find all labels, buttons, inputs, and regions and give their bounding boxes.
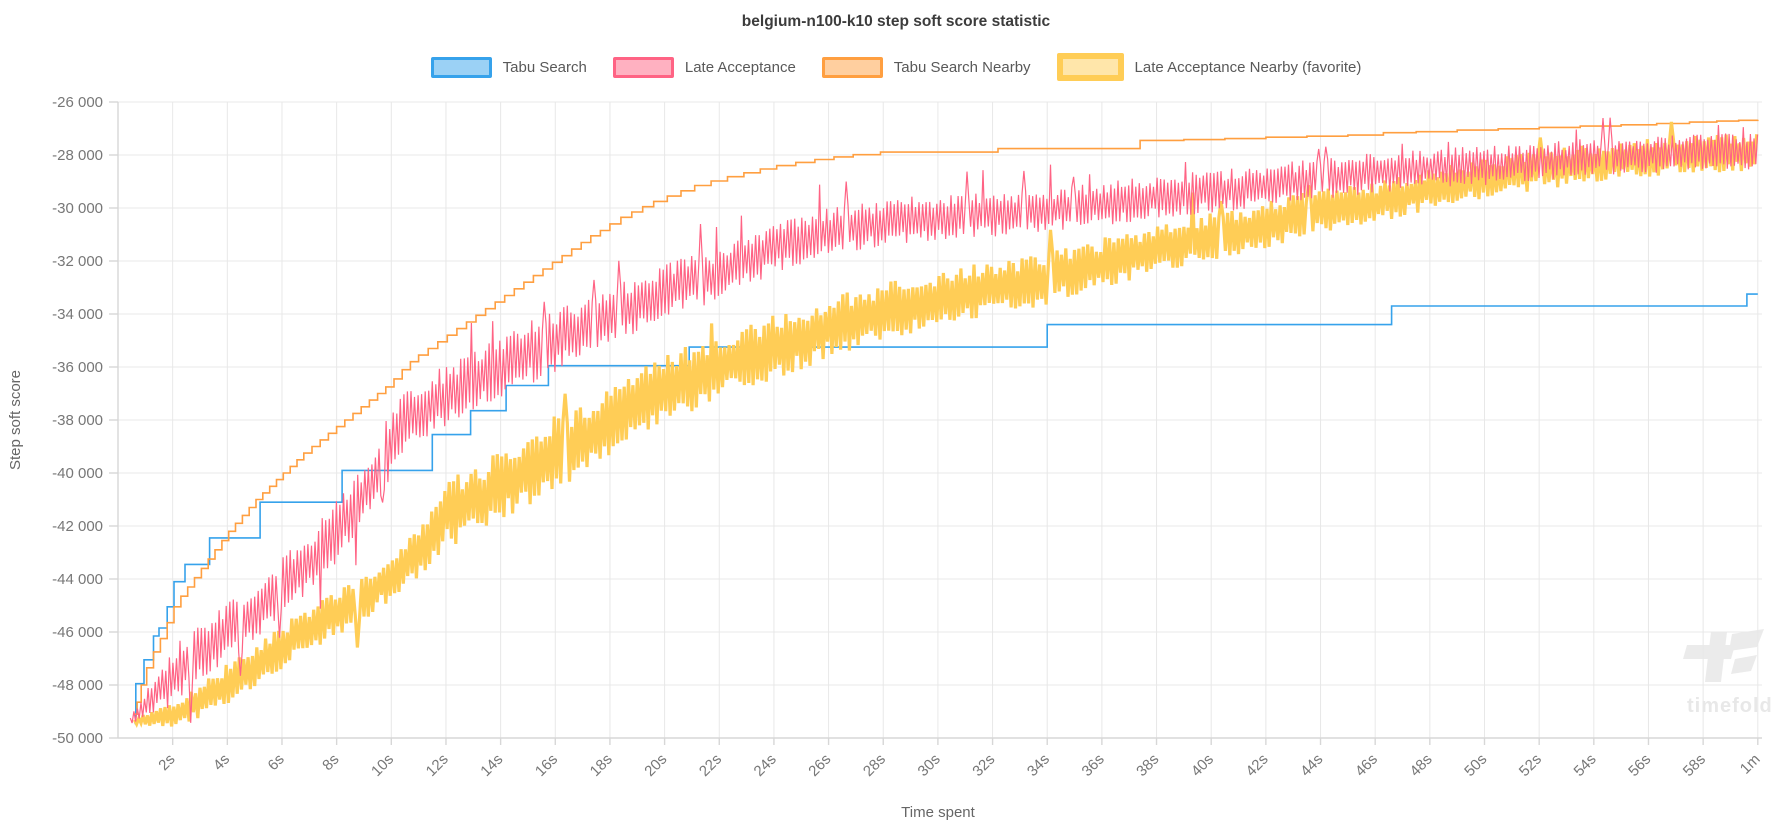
legend-swatch-icon — [612, 56, 674, 78]
series-line-late-acceptance — [129, 117, 1759, 724]
x-tick-label: 24s — [751, 751, 780, 780]
x-tick-label: 56s — [1625, 751, 1654, 780]
x-tick-label: 18s — [587, 751, 616, 780]
y-tick-label: -48 000 — [52, 677, 103, 694]
x-tick-label: 22s — [696, 751, 725, 780]
x-tick-label: 6s — [265, 751, 288, 774]
grid-layer — [109, 101, 1762, 745]
y-tick-label: -38 000 — [52, 412, 103, 429]
x-tick-label: 44s — [1297, 751, 1326, 780]
legend-item-tabu-search[interactable]: Tabu Search — [430, 56, 587, 78]
y-tick-label: -40 000 — [52, 465, 103, 482]
x-tick-label: 46s — [1352, 751, 1381, 780]
legend-swatch-icon — [821, 56, 883, 78]
y-tick-label: -30 000 — [52, 200, 103, 217]
y-tick-label: -34 000 — [52, 306, 103, 323]
y-tick-label: -28 000 — [52, 147, 103, 164]
x-tick-label: 12s — [423, 751, 452, 780]
y-tick-label: -36 000 — [52, 359, 103, 376]
legend-label: Late Acceptance Nearby (favorite) — [1134, 58, 1362, 76]
y-tick-label: -44 000 — [52, 571, 103, 588]
legend-item-late-acceptance[interactable]: Late Acceptance — [612, 56, 796, 78]
watermark: timefold — [1683, 629, 1773, 717]
y-tick-label: -32 000 — [52, 253, 103, 270]
series-line-late-acceptance-nearby-favorite — [132, 121, 1759, 729]
x-tick-label: 16s — [532, 751, 561, 780]
legend-label: Tabu Search — [502, 58, 587, 76]
legend-swatch-icon — [430, 56, 492, 78]
x-tick-label: 10s — [368, 751, 397, 780]
x-tick-label: 28s — [860, 751, 889, 780]
x-tick-label: 8s — [319, 751, 342, 774]
x-tick-label: 30s — [915, 751, 944, 780]
x-tick-label: 50s — [1461, 751, 1490, 780]
chart-title: belgium-n100-k10 step soft score statist… — [741, 13, 1051, 30]
x-tick-label: 52s — [1516, 751, 1545, 780]
legend-item-tabu-search-nearby[interactable]: Tabu Search Nearby — [821, 56, 1031, 78]
x-axis-title: Time spent — [901, 804, 975, 821]
y-tick-label: -42 000 — [52, 518, 103, 535]
x-tick-label: 40s — [1188, 751, 1217, 780]
y-tick-label: -50 000 — [52, 730, 103, 747]
x-tick-label: 36s — [1079, 751, 1108, 780]
x-tick-label: 14s — [477, 751, 506, 780]
series-line-tabu-search — [134, 293, 1758, 725]
timefold-logo-icon — [1683, 629, 1764, 682]
legend: Tabu Search Late Acceptance Tabu Search Ne… — [0, 53, 1792, 81]
y-tick-label: -26 000 — [52, 94, 103, 111]
x-tick-label: 2s — [155, 751, 178, 774]
series-layer — [129, 117, 1759, 729]
y-axis-title: Step soft score — [7, 370, 24, 470]
legend-label: Late Acceptance — [684, 58, 796, 76]
x-tick-label: 34s — [1024, 751, 1053, 780]
x-tick-label: 26s — [805, 751, 834, 780]
x-tick-label: 58s — [1680, 751, 1709, 780]
x-tick-label: 42s — [1243, 751, 1272, 780]
x-tick-label: 54s — [1571, 751, 1600, 780]
x-tick-label: 38s — [1133, 751, 1162, 780]
legend-swatch-icon — [1056, 53, 1124, 81]
x-tick-label: 1m — [1737, 751, 1764, 778]
legend-label: Tabu Search Nearby — [893, 58, 1031, 76]
watermark-text: timefold — [1687, 695, 1773, 717]
tick-label-layer: -26 000 -28 000 -30 000 -32 000 -34 000 -36 0… — [52, 94, 1764, 780]
x-tick-label: 20s — [641, 751, 670, 780]
y-tick-label: -46 000 — [52, 624, 103, 641]
x-tick-label: 48s — [1407, 751, 1436, 780]
x-tick-label: 32s — [969, 751, 998, 780]
x-tick-label: 4s — [210, 751, 233, 774]
series-line-tabu-search-nearby — [134, 119, 1759, 715]
legend-item-late-acceptance-nearby-favorite[interactable]: Late Acceptance Nearby (favorite) — [1056, 53, 1362, 81]
